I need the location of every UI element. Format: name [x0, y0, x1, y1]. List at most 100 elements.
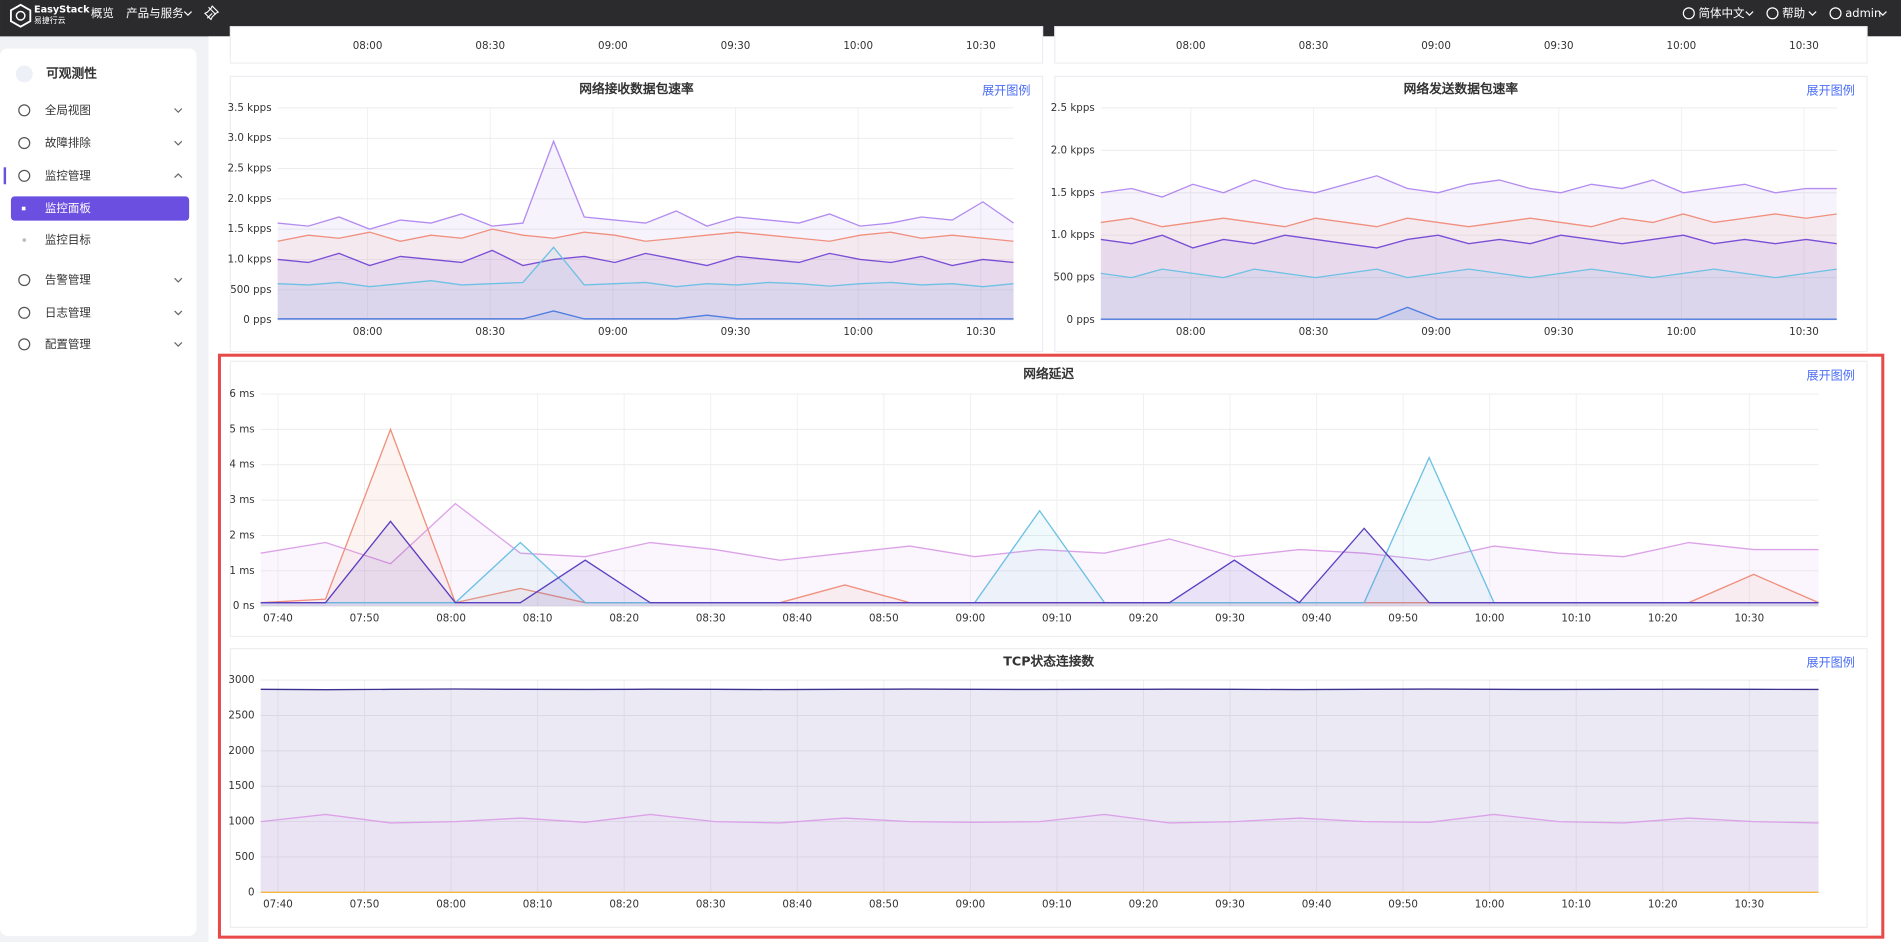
x-tick-label: 08:30 — [696, 898, 726, 910]
x-tick-label: 09:50 — [1388, 898, 1418, 910]
x-tick-label: 10:30 — [1734, 612, 1764, 624]
logo — [15, 10, 26, 21]
x-tick-label: 08:40 — [782, 612, 812, 624]
x-tick-label: 07:40 — [263, 612, 293, 624]
chart-panel — [229, 75, 1044, 353]
x-tick-label: 08:00 — [353, 40, 383, 52]
x-tick-label: 09:20 — [1129, 612, 1159, 624]
x-tick-label: 08:10 — [523, 898, 553, 910]
x-tick-label: 08:20 — [609, 612, 639, 624]
x-tick-label: 09:40 — [1302, 612, 1332, 624]
series-area — [260, 521, 1819, 607]
x-tick-label: 09:40 — [1302, 898, 1332, 910]
x-tick-label: 09:00 — [1421, 40, 1451, 52]
menu-item[interactable]: 告警管理 — [45, 273, 91, 287]
y-tick-label: 0 ns — [233, 600, 255, 612]
x-tick-label: 09:20 — [1129, 898, 1159, 910]
y-tick-label: 0 — [248, 886, 255, 898]
x-tick-label: 08:00 — [436, 898, 466, 910]
charts: 08:00 08:30 09:00 09:30 10:00 10:30 08:00 08:30… — [228, 26, 1868, 929]
x-tick-label: 10:30 — [966, 40, 996, 52]
series-line — [277, 139, 1014, 230]
dropdown-caret — [1808, 11, 1817, 17]
x-tick-label: 10:00 — [1667, 326, 1697, 338]
chart: 08:00 08:30 09:00 09:30 10:00 10:30 — [1054, 26, 1868, 64]
x-tick-label: 10:30 — [1789, 326, 1819, 338]
x-tick-label: 08:00 — [353, 326, 383, 338]
globe-icon — [1682, 7, 1695, 20]
x-tick-label: 08:20 — [609, 898, 639, 910]
language-select[interactable]: 简体中文 — [1699, 6, 1745, 20]
y-tick-label: 2000 — [228, 745, 254, 757]
chart: 08:00 08:30 09:00 09:30 10:00 10:30 — [229, 26, 1044, 64]
menu-item[interactable]: 故障排除 — [45, 136, 91, 150]
legend-toggle[interactable]: 展开图例 — [1806, 83, 1854, 97]
menu-icon — [18, 338, 31, 351]
series-line — [260, 520, 1819, 604]
series-line — [1100, 268, 1837, 279]
x-tick-label: 09:30 — [721, 40, 751, 52]
legend-toggle[interactable]: 展开图例 — [1806, 656, 1854, 670]
user-menu[interactable]: admin — [1845, 6, 1881, 20]
bullet — [21, 206, 26, 211]
x-tick-label: 08:10 — [523, 612, 553, 624]
x-tick-label: 09:00 — [956, 612, 986, 624]
y-tick-label: 1.5 kpps — [228, 223, 272, 235]
x-tick-label: 08:30 — [1299, 40, 1329, 52]
series-line — [260, 502, 1819, 565]
sidebar-title: 可观测性 — [46, 65, 97, 80]
nav-link[interactable]: 产品与服务 — [126, 6, 184, 20]
nav-link[interactable]: 概览 — [91, 6, 114, 20]
series-area — [1100, 269, 1837, 321]
y-tick-label: 1.5 kpps — [1051, 187, 1095, 199]
x-tick-label: 09:30 — [1215, 898, 1245, 910]
series-area — [260, 429, 1819, 607]
y-tick-label: 2.5 kpps — [228, 163, 272, 175]
x-tick-label: 10:00 — [1475, 612, 1505, 624]
x-tick-label: 10:10 — [1561, 898, 1591, 910]
x-tick-label: 09:30 — [721, 326, 751, 338]
menu-item[interactable]: 全局视图 — [45, 103, 91, 117]
legend-toggle[interactable]: 展开图例 — [982, 83, 1030, 97]
x-tick-label: 10:00 — [843, 40, 873, 52]
y-tick-label: 1.0 kpps — [228, 253, 272, 265]
help-menu[interactable]: 帮助 — [1782, 6, 1805, 20]
chart: TCP状态连接数 展开图例 07:40 07:50 08:00 08:10 08:20 08:… — [228, 648, 1868, 929]
x-tick-label: 09:30 — [1215, 612, 1245, 624]
brand: EasyStack — [34, 5, 90, 16]
menu-item[interactable]: 监控面板 — [45, 201, 91, 215]
y-tick-label: 1000 — [228, 816, 254, 828]
dropdown-caret — [183, 11, 192, 17]
x-tick-label: 09:50 — [1388, 612, 1418, 624]
chart-title: 网络发送数据包速率 — [1404, 81, 1519, 96]
x-tick-label: 09:10 — [1042, 612, 1072, 624]
x-tick-label: 07:50 — [350, 898, 380, 910]
x-tick-label: 09:00 — [956, 898, 986, 910]
x-tick-label: 08:40 — [782, 898, 812, 910]
y-tick-label: 0 pps — [1067, 314, 1095, 326]
chart-title: 网络接收数据包速率 — [579, 81, 694, 96]
x-tick-label: 10:00 — [1475, 898, 1505, 910]
series-line — [1100, 213, 1837, 228]
menu-item[interactable]: 配置管理 — [45, 337, 91, 351]
x-tick-label: 08:00 — [1176, 40, 1206, 52]
menu-icon — [18, 273, 31, 287]
y-tick-label: 1 ms — [229, 565, 254, 577]
y-tick-label: 2.5 kpps — [1051, 102, 1095, 114]
menu-icon — [18, 306, 31, 319]
chart-title: 网络延迟 — [1023, 366, 1074, 381]
legend-toggle[interactable]: 展开图例 — [1806, 368, 1854, 382]
series-area — [260, 814, 1819, 893]
menu-item[interactable]: 日志管理 — [45, 305, 91, 319]
menu-item[interactable]: 监控目标 — [45, 233, 91, 247]
dropdown-caret — [1878, 11, 1887, 17]
sidebar-menu: 全局视图 故障排除 监控管理 监控面板 监控目标 告警管理 日志管理 配置管理 — [3, 103, 190, 351]
chart-panel — [229, 360, 1868, 638]
y-tick-label: 5 ms — [229, 423, 254, 435]
y-tick-label: 500 pps — [1053, 272, 1094, 284]
pin-icon[interactable] — [203, 5, 220, 21]
chevron — [174, 342, 183, 347]
menu-item[interactable]: 监控管理 — [45, 168, 91, 182]
chevron — [174, 310, 183, 316]
dropdown-caret — [1745, 11, 1754, 17]
